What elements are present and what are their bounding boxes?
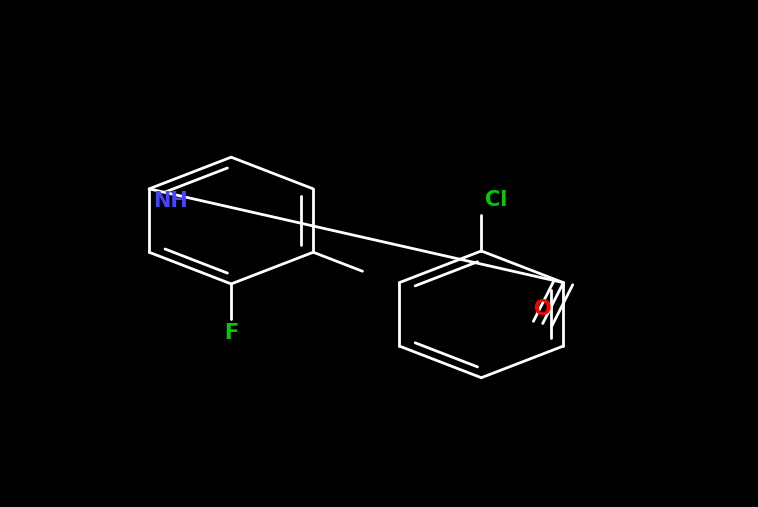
Text: Cl: Cl [485,191,508,210]
Text: NH: NH [153,192,188,211]
Text: F: F [224,323,238,343]
Text: O: O [534,300,552,319]
